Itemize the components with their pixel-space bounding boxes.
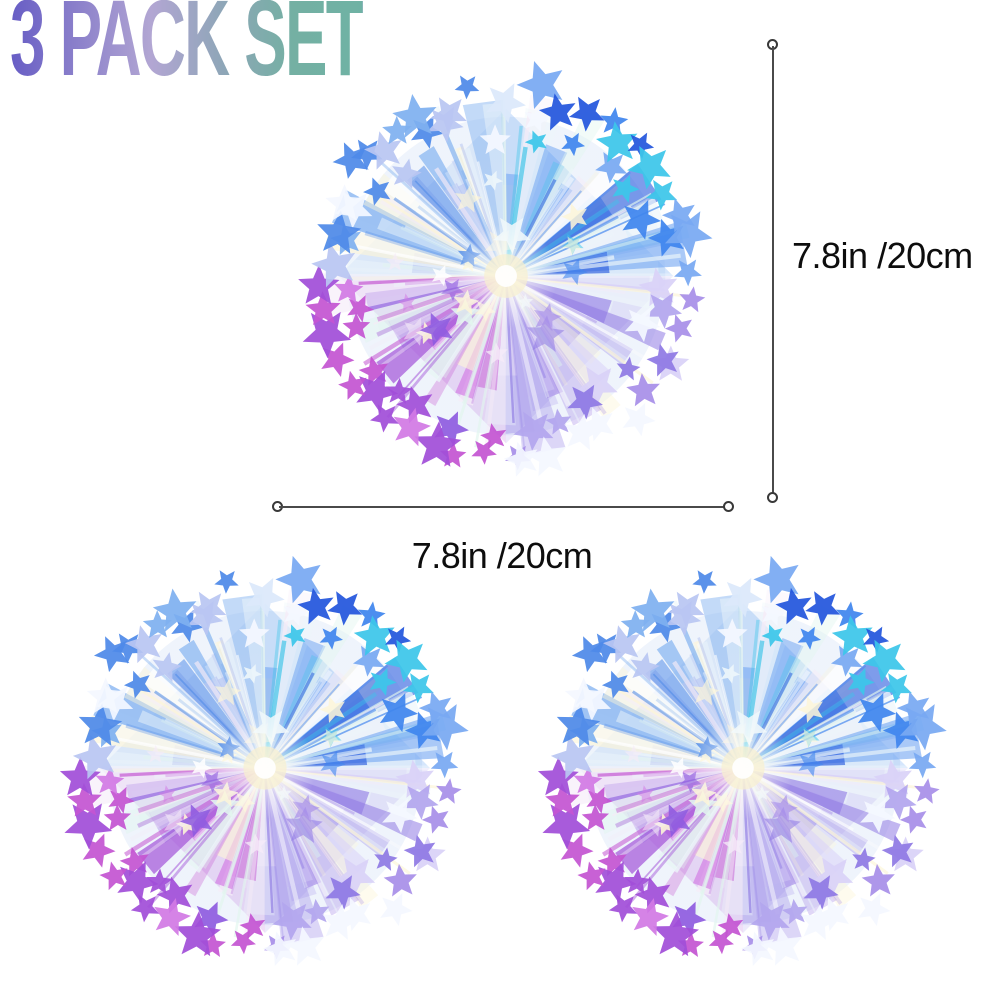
measure-line-segment — [279, 506, 727, 508]
page-title: 3 PACK SET — [10, 0, 365, 92]
height-measure-line — [766, 39, 780, 503]
measure-endpoint-dot — [723, 501, 734, 512]
measure-endpoint-dot — [767, 492, 778, 503]
pom-pom-image-top — [283, 53, 729, 499]
width-measure-line — [272, 500, 734, 514]
height-measure-label: 7.8in /20cm — [792, 235, 973, 276]
measure-line-segment — [772, 46, 774, 496]
pom-pom-image-bottom-left — [45, 548, 485, 988]
pom-pom-image-bottom-right — [523, 548, 963, 988]
width-measure-label: 7.8in /20cm — [411, 535, 593, 576]
